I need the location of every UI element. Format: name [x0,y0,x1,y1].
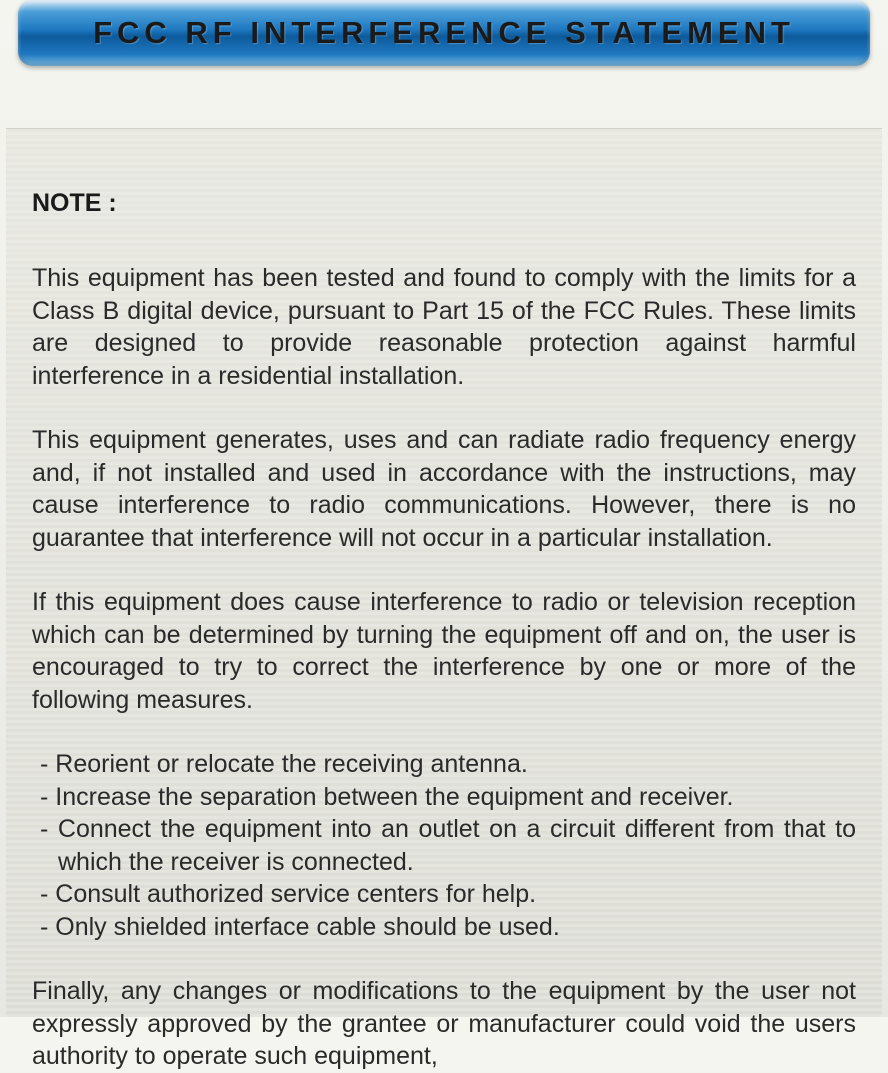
header-bar: FCC RF INTERFERENCE STATEMENT [18,0,870,66]
bullet-item: Increase the separation between the equi… [32,781,856,814]
content-panel: NOTE : This equipment has been tested an… [6,128,882,1017]
paragraph-3: If this equipment does cause interferenc… [32,586,856,716]
final-paragraph: Finally, any changes or modifications to… [32,975,856,1073]
bullet-item: Connect the equipment into an outlet on … [32,813,856,878]
bullet-item: Consult authorized service centers for h… [32,878,856,911]
header-title: FCC RF INTERFERENCE STATEMENT [93,15,795,51]
bullet-item: Reorient or relocate the receiving anten… [32,748,856,781]
note-label: NOTE : [32,189,856,218]
bullet-list: Reorient or relocate the receiving anten… [32,748,856,943]
paragraph-1: This equipment has been tested and found… [32,262,856,392]
paragraph-2: This equipment generates, uses and can r… [32,424,856,554]
bullet-item: Only shielded interface cable should be … [32,911,856,944]
